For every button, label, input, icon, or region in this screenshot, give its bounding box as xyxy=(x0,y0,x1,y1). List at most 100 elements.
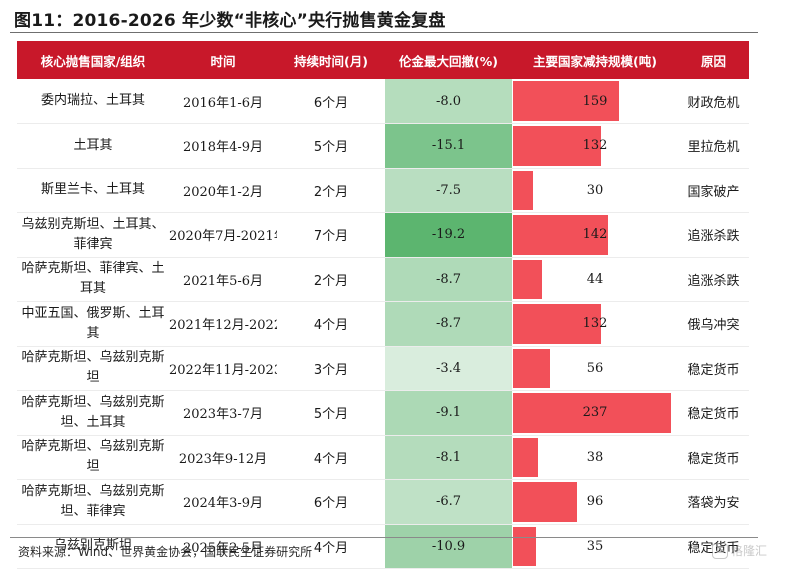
footer-divider xyxy=(10,537,758,538)
cell-country: 哈萨克斯坦、乌兹别克斯坦、菲律宾 xyxy=(17,479,169,525)
cell-drawdown: -10.9 xyxy=(385,524,512,569)
cell-time: 2023年9-12月 xyxy=(169,435,277,480)
cell-duration: 5个月 xyxy=(277,123,385,169)
amount-value: 30 xyxy=(586,182,604,198)
cell-reason: 稳定货币 xyxy=(678,435,749,480)
cell-amount: 30 xyxy=(512,168,678,213)
amount-value: 237 xyxy=(582,405,608,421)
cell-reason: 追涨杀跌 xyxy=(678,257,749,302)
cell-duration: 2个月 xyxy=(277,257,385,302)
cell-duration: 6个月 xyxy=(277,479,385,525)
cell-country: 哈萨克斯坦、乌兹别克斯坦 xyxy=(17,435,169,480)
cell-drawdown: -8.7 xyxy=(385,257,512,302)
table-header-row: 核心抛售国家/组织 时间 持续时间(月) 伦金最大回撤(%) 主要国家减持规模(… xyxy=(17,41,749,79)
cell-duration: 4个月 xyxy=(277,435,385,480)
gold-selling-table: 核心抛售国家/组织 时间 持续时间(月) 伦金最大回撤(%) 主要国家减持规模(… xyxy=(17,41,749,569)
cell-reason: 落袋为安 xyxy=(678,479,749,525)
cell-amount: 44 xyxy=(512,257,678,302)
cell-drawdown: -19.2 xyxy=(385,212,512,258)
cell-amount: 35 xyxy=(512,524,678,569)
table-row: 委内瑞拉、土耳其 2016年1-6月 6个月 -8.0 159 财政危机 xyxy=(17,79,749,124)
cell-duration: 5个月 xyxy=(277,390,385,436)
cell-drawdown: -15.1 xyxy=(385,123,512,169)
amount-value: 96 xyxy=(586,494,604,510)
cell-country: 哈萨克斯坦、菲律宾、土耳其 xyxy=(17,257,169,302)
cell-time: 2020年7月-2021年 xyxy=(169,212,277,258)
source-note: 资料来源：Wind、世界黄金协会，国联民生证券研究所 xyxy=(18,545,313,559)
cell-reason: 稳定货币 xyxy=(678,390,749,436)
amount-value: 35 xyxy=(586,538,604,554)
amount-value: 159 xyxy=(582,93,608,109)
cell-reason: 国家破产 xyxy=(678,168,749,213)
cell-country: 哈萨克斯坦、乌兹别克斯坦 xyxy=(17,346,169,391)
cell-duration: 4个月 xyxy=(277,301,385,347)
cell-duration: 6个月 xyxy=(277,79,385,124)
cell-time: 2022年11月-2023年 xyxy=(169,346,277,391)
amount-value: 132 xyxy=(582,138,608,154)
title-divider xyxy=(10,32,758,33)
table-row: 乌兹别克斯坦、土耳其、菲律宾 2020年7月-2021年 7个月 -19.2 142 追涨… xyxy=(17,212,749,258)
table-body: 委内瑞拉、土耳其 2016年1-6月 6个月 -8.0 159 财政危机 土耳其 2018年4… xyxy=(17,79,749,569)
cell-amount: 237 xyxy=(512,390,678,436)
amount-bar xyxy=(513,526,537,566)
cell-time: 2020年1-2月 xyxy=(169,168,277,213)
cell-drawdown: -8.1 xyxy=(385,435,512,480)
amount-value: 38 xyxy=(586,449,604,465)
amount-bar xyxy=(513,126,601,166)
table-row: 哈萨克斯坦、乌兹别克斯坦、土耳其 2023年3-7月 5个月 -9.1 237 稳定货币 xyxy=(17,390,749,436)
cell-drawdown: -9.1 xyxy=(385,390,512,436)
cell-time: 2024年3-9月 xyxy=(169,479,277,525)
cell-time: 2016年1-6月 xyxy=(169,79,277,124)
amount-bar xyxy=(513,437,539,477)
cell-country: 斯里兰卡、土耳其 xyxy=(17,168,169,213)
cell-drawdown: -7.5 xyxy=(385,168,512,213)
cell-country: 乌兹别克斯坦、土耳其、菲律宾 xyxy=(17,212,169,258)
header-duration: 持续时间(月) xyxy=(294,53,368,69)
amount-value: 142 xyxy=(582,227,608,243)
cell-amount: 142 xyxy=(512,212,678,258)
cell-drawdown: -8.7 xyxy=(385,301,512,347)
header-drawdown: 伦金最大回撤(%) xyxy=(399,53,498,69)
cell-drawdown: -3.4 xyxy=(385,346,512,391)
amount-bar xyxy=(513,482,577,522)
cell-drawdown: -8.0 xyxy=(385,79,512,124)
cell-amount: 56 xyxy=(512,346,678,391)
cell-amount: 132 xyxy=(512,123,678,169)
watermark: G 格隆汇 xyxy=(712,542,767,559)
cell-amount: 159 xyxy=(512,79,678,124)
cell-amount: 38 xyxy=(512,435,678,480)
cell-time: 2018年4-9月 xyxy=(169,123,277,169)
cell-country: 中亚五国、俄罗斯、土耳其 xyxy=(17,301,169,347)
table-row: 斯里兰卡、土耳其 2020年1-2月 2个月 -7.5 30 国家破产 xyxy=(17,168,749,213)
cell-time: 2021年5-6月 xyxy=(169,257,277,302)
cell-time: 2023年3-7月 xyxy=(169,390,277,436)
header-country: 核心抛售国家/组织 xyxy=(40,53,146,69)
amount-bar xyxy=(513,259,543,299)
cell-time: 2025年2-5月 xyxy=(169,524,277,569)
cell-drawdown: -6.7 xyxy=(385,479,512,525)
cell-duration: 2个月 xyxy=(277,168,385,213)
cell-country: 土耳其 xyxy=(17,123,169,169)
amount-bar xyxy=(513,81,619,121)
amount-bar xyxy=(513,348,551,388)
cell-reason: 稳定货币 xyxy=(678,346,749,391)
watermark-logo-icon: G xyxy=(712,542,728,559)
watermark-text: 格隆汇 xyxy=(731,544,768,558)
cell-reason: 追涨杀跌 xyxy=(678,212,749,258)
cell-duration: 7个月 xyxy=(277,212,385,258)
header-time: 时间 xyxy=(210,53,236,69)
cell-time: 2021年12月-2022年 xyxy=(169,301,277,347)
table-row: 土耳其 2018年4-9月 5个月 -15.1 132 里拉危机 xyxy=(17,123,749,169)
cell-amount: 132 xyxy=(512,301,678,347)
amount-value: 132 xyxy=(582,316,608,332)
cell-amount: 96 xyxy=(512,479,678,525)
cell-reason: 财政危机 xyxy=(678,79,749,124)
cell-duration: 3个月 xyxy=(277,346,385,391)
table-row: 哈萨克斯坦、菲律宾、土耳其 2021年5-6月 2个月 -8.7 44 追涨杀跌 xyxy=(17,257,749,302)
table-row: 哈萨克斯坦、乌兹别克斯坦 2023年9-12月 4个月 -8.1 38 稳定货币 xyxy=(17,435,749,480)
cell-reason: 里拉危机 xyxy=(678,123,749,169)
cell-reason: 俄乌冲突 xyxy=(678,301,749,347)
amount-bar xyxy=(513,215,608,255)
